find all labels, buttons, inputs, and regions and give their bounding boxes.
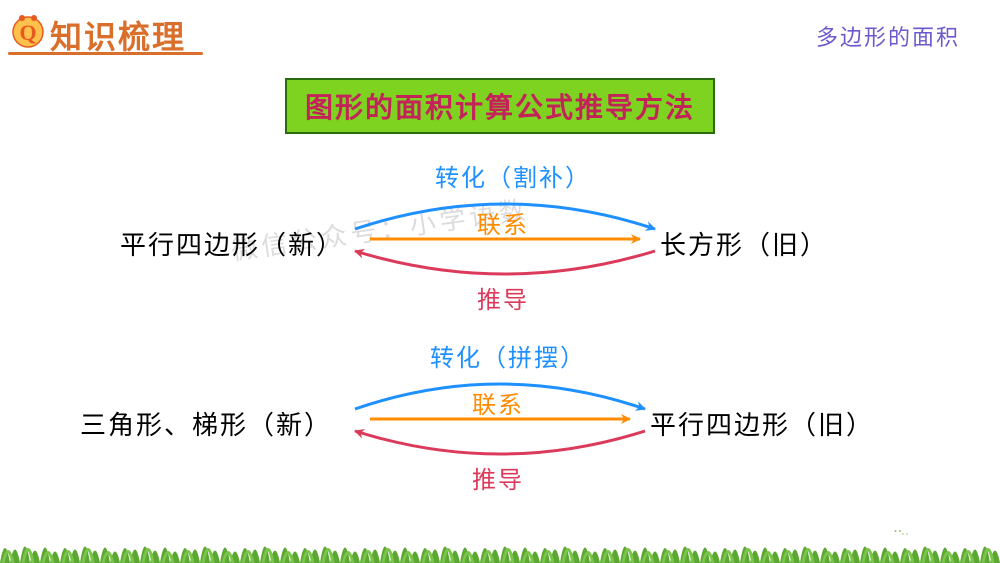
page-subtitle: 多边形的面积 <box>816 20 960 52</box>
wechat-icon <box>890 524 912 542</box>
header-icon: Q <box>8 10 48 55</box>
header-underline <box>8 52 203 55</box>
grass-footer <box>0 528 1000 563</box>
diagram-parallelogram-rectangle: 平行四边形（新） 长方形（旧） 转化（割补） 联系 推导 <box>0 150 1000 330</box>
wechat-text: 小学语数 <box>918 521 982 545</box>
diagram-triangle-parallelogram: 三角形、梯形（新） 平行四边形（旧） 转化（拼摆） 联系 推导 <box>0 330 1000 510</box>
arrows-svg-1 <box>0 150 1000 330</box>
svg-text:Q: Q <box>19 20 36 45</box>
arrows-svg-2 <box>0 330 1000 510</box>
main-title: 图形的面积计算公式推导方法 <box>285 78 715 134</box>
wechat-badge: 小学语数 <box>890 521 982 545</box>
